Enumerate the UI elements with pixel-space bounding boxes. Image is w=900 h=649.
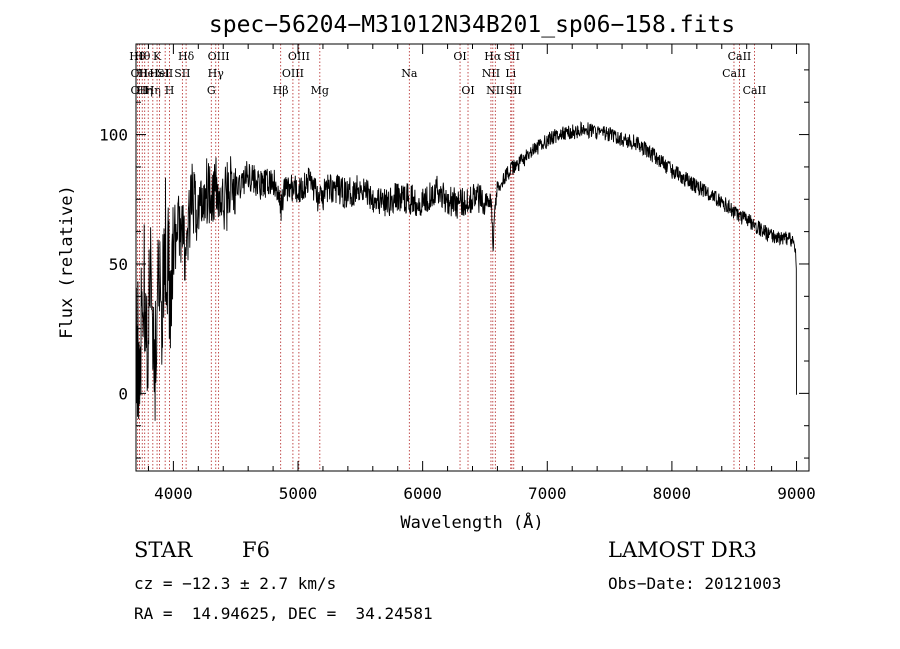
line-label-22: OI xyxy=(461,84,474,97)
line-label-18: OIII xyxy=(288,50,310,63)
chart-title: spec−56204−M31012N34B201_sp06−158.fits xyxy=(209,12,735,38)
y-tick-label-1: 50 xyxy=(109,255,128,274)
line-label-12: Hδ xyxy=(178,50,195,63)
line-label-8: HeI xyxy=(149,67,169,80)
spectrum-line xyxy=(135,121,797,421)
line-label-0: Hθ xyxy=(129,50,146,63)
line-label-20: Na xyxy=(401,67,418,80)
line-label-7: K xyxy=(153,50,162,63)
x-axis-label: Wavelength (Å) xyxy=(400,511,543,533)
line-label-10: H xyxy=(165,84,175,97)
coordinates: RA = 14.94625, DEC = 34.24581 xyxy=(134,604,433,623)
line-label-25: NII xyxy=(486,84,504,97)
x-tick-label-1: 5000 xyxy=(279,484,318,503)
line-label-29: CaII xyxy=(722,67,746,80)
x-tick-label-3: 7000 xyxy=(528,484,567,503)
line-label-13: G xyxy=(207,84,216,97)
spectrum-series xyxy=(135,121,797,421)
line-label-6: Hη xyxy=(145,84,161,97)
line-label-21: OI xyxy=(453,50,466,63)
line-label-28: SII xyxy=(506,84,522,97)
line-label-15: OIII xyxy=(208,50,230,63)
x-tick-label-5: 9000 xyxy=(777,484,816,503)
y-tick-label-0: 0 xyxy=(118,384,128,403)
x-tick-label-0: 4000 xyxy=(154,484,193,503)
line-label-16: Hβ xyxy=(273,84,289,97)
line-label-27: SII xyxy=(504,50,520,63)
line-label-17: OIII xyxy=(282,67,304,80)
x-tick-label-4: 8000 xyxy=(653,484,692,503)
line-label-2: OII xyxy=(131,84,149,97)
plot-frame xyxy=(135,43,810,472)
line-label-14: Hγ xyxy=(208,67,225,80)
object-class: STAR xyxy=(134,538,193,562)
y-axis-label: Flux (relative) xyxy=(57,185,77,339)
line-label-9: SII xyxy=(157,67,173,80)
survey-name: LAMOST DR3 xyxy=(608,538,757,562)
redshift-text: cz = −12.3 ± 2.7 km/s xyxy=(134,574,337,593)
y-tick-label-2: 100 xyxy=(99,126,128,145)
x-tick-label-2: 6000 xyxy=(403,484,442,503)
object-subclass: F6 xyxy=(242,538,270,562)
line-label-11: SII xyxy=(174,67,190,80)
obs-date: Obs−Date: 20121003 xyxy=(608,574,782,593)
line-label-30: CaII xyxy=(728,50,752,63)
line-label-26: Li xyxy=(505,67,516,80)
spectral-lines: HθOIIOIIHθHηHeIHηKHeISIIHSIIHδGHγOIIIHβO… xyxy=(129,44,766,471)
line-label-3: Hθ xyxy=(134,50,151,63)
line-label-24: Hα xyxy=(484,50,502,63)
line-label-5: HeI xyxy=(138,67,158,80)
line-label-19: Mg xyxy=(311,84,329,97)
line-label-23: NII xyxy=(482,67,500,80)
line-label-4: Hη xyxy=(137,84,153,97)
axis-ticks: 4000 5000 6000 7000 8000 9000 0 50 100 xyxy=(99,44,816,503)
line-label-31: CaII xyxy=(743,84,767,97)
